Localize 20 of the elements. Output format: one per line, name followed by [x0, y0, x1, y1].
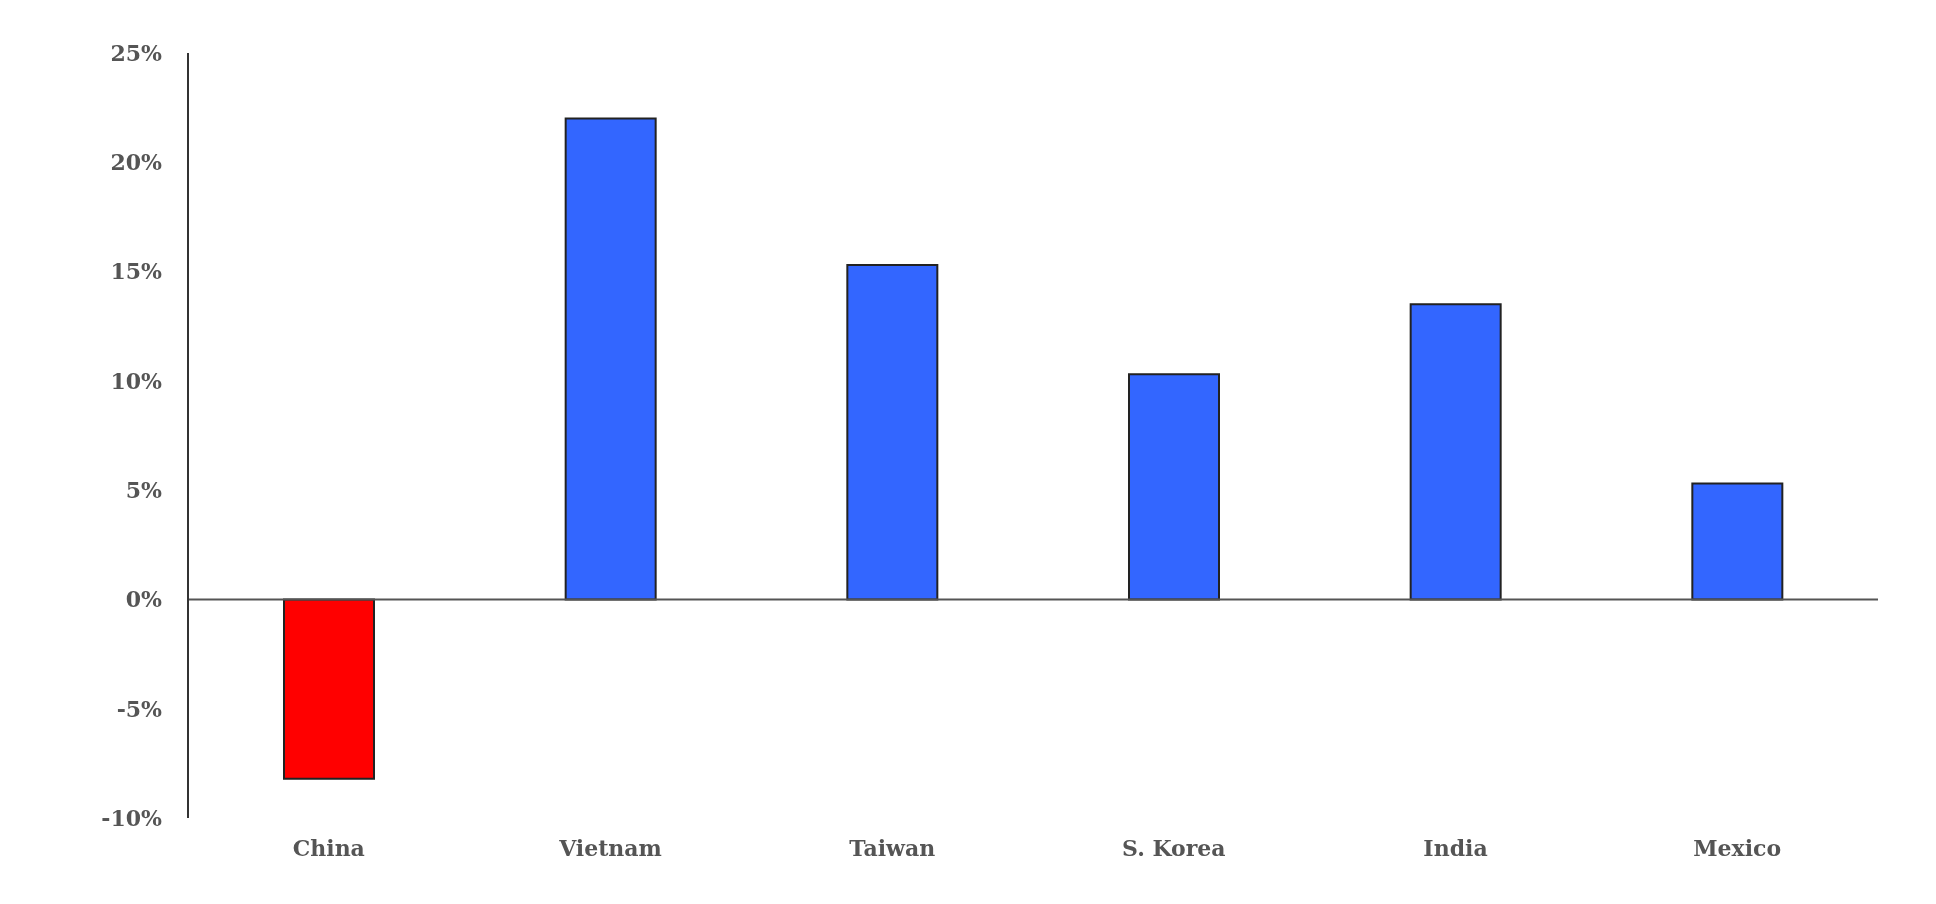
y-tick-label: 10% — [110, 367, 163, 394]
bar — [1409, 303, 1502, 601]
x-tick-label: India — [1423, 834, 1488, 861]
bar — [1691, 482, 1784, 601]
y-tick-label: -5% — [116, 695, 163, 722]
x-tick-label: Mexico — [1693, 834, 1782, 861]
bar — [564, 117, 657, 601]
x-tick-label: China — [292, 834, 365, 861]
y-tick-label: -10% — [101, 804, 163, 831]
bar — [1128, 373, 1220, 601]
bar — [283, 598, 375, 780]
y-tick-label: 20% — [110, 149, 163, 176]
x-tick-label: S. Korea — [1122, 834, 1226, 861]
y-tick-label: 0% — [125, 586, 163, 613]
y-tick-label: 25% — [110, 39, 163, 66]
y-tick-label: 15% — [110, 258, 163, 285]
x-tick-label: Vietnam — [558, 834, 662, 861]
x-tick-label: Taiwan — [849, 834, 936, 861]
y-tick-label: 5% — [125, 476, 163, 503]
bar — [846, 264, 939, 601]
